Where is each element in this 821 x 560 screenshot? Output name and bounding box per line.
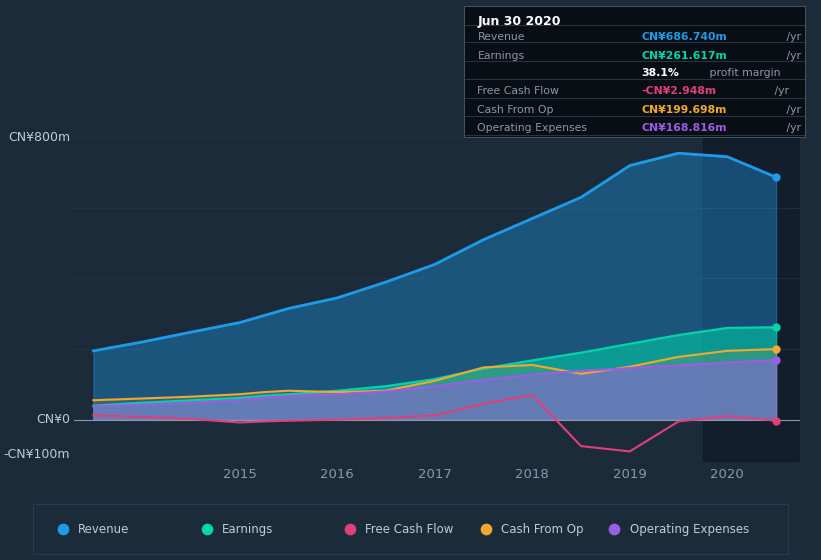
Point xyxy=(200,525,213,534)
Point xyxy=(343,525,356,534)
Text: Free Cash Flow: Free Cash Flow xyxy=(365,522,453,536)
Text: profit margin: profit margin xyxy=(706,68,780,78)
Text: -CN¥2.948m: -CN¥2.948m xyxy=(641,86,716,96)
Text: /yr: /yr xyxy=(770,86,788,96)
Text: Revenue: Revenue xyxy=(78,522,130,536)
Text: CN¥686.740m: CN¥686.740m xyxy=(641,32,727,42)
Text: /yr: /yr xyxy=(783,50,801,60)
Text: CN¥168.816m: CN¥168.816m xyxy=(641,123,727,133)
Text: Earnings: Earnings xyxy=(222,522,273,536)
Text: 38.1%: 38.1% xyxy=(641,68,679,78)
Text: /yr: /yr xyxy=(783,105,801,115)
Text: CN¥199.698m: CN¥199.698m xyxy=(641,105,727,115)
Text: /yr: /yr xyxy=(783,32,801,42)
Text: Cash From Op: Cash From Op xyxy=(478,105,554,115)
Text: CN¥800m: CN¥800m xyxy=(8,131,71,144)
Point xyxy=(769,172,782,181)
Text: Free Cash Flow: Free Cash Flow xyxy=(478,86,559,96)
Point xyxy=(479,525,493,534)
Point xyxy=(769,323,782,332)
Point xyxy=(769,356,782,365)
Text: Earnings: Earnings xyxy=(478,50,525,60)
Text: Operating Expenses: Operating Expenses xyxy=(630,522,749,536)
Point xyxy=(57,525,70,534)
Point xyxy=(769,416,782,425)
Text: Operating Expenses: Operating Expenses xyxy=(478,123,588,133)
Point xyxy=(769,344,782,353)
Text: Revenue: Revenue xyxy=(478,32,525,42)
Text: Jun 30 2020: Jun 30 2020 xyxy=(478,15,561,28)
Text: CN¥0: CN¥0 xyxy=(36,413,71,426)
Bar xyxy=(703,123,800,462)
Text: /yr: /yr xyxy=(783,123,801,133)
Text: CN¥261.617m: CN¥261.617m xyxy=(641,50,727,60)
Point xyxy=(608,525,621,534)
Text: -CN¥100m: -CN¥100m xyxy=(4,449,71,461)
Text: Cash From Op: Cash From Op xyxy=(501,522,584,536)
